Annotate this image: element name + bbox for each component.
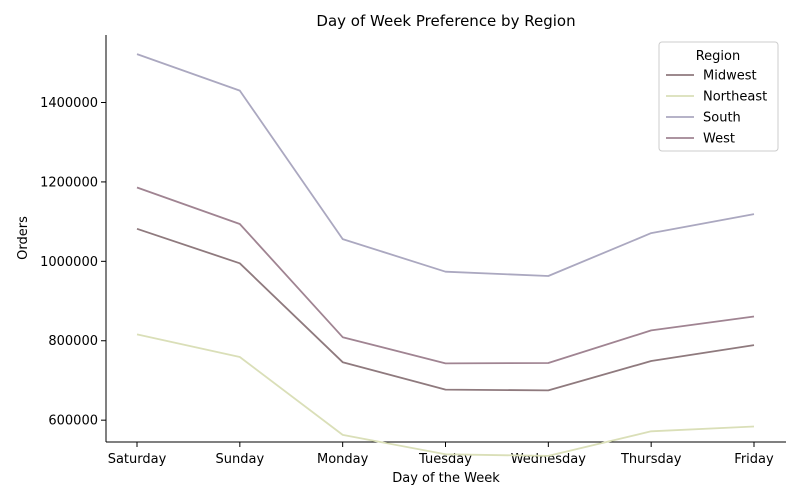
legend-entries: Midwest Northeast South West xyxy=(666,69,767,147)
x-ticks: Saturday Sunday Monday Tuesday Wednesday Thur… xyxy=(108,442,774,467)
y-tick-label: 1400000 xyxy=(40,96,98,111)
y-axis-title: Orders xyxy=(16,216,31,260)
series-line-midwest xyxy=(136,227,755,392)
y-tick-label: 600000 xyxy=(48,414,98,429)
legend-label: West xyxy=(703,132,735,147)
legend-entry-northeast: Northeast xyxy=(666,90,767,105)
legend-title: Region xyxy=(696,49,741,64)
y-ticks: 600000 800000 1000000 1200000 1400000 xyxy=(40,96,106,429)
x-tick-label: Wednesday xyxy=(511,452,587,467)
legend-entry-west: West xyxy=(666,132,735,147)
legend: Region Midwest Northeast South West xyxy=(658,41,779,152)
series-line-west xyxy=(136,186,755,365)
x-tick-label: Saturday xyxy=(108,452,167,467)
series-line-south xyxy=(136,53,755,277)
legend-entry-south: South xyxy=(666,111,741,126)
y-tick-label: 1200000 xyxy=(40,175,98,190)
x-tick-label: Friday xyxy=(734,452,774,467)
y-tick-label: 1000000 xyxy=(40,255,98,270)
legend-entry-midwest: Midwest xyxy=(666,69,757,84)
legend-label: South xyxy=(703,111,741,126)
chart-title: Day of Week Preference by Region xyxy=(316,12,575,30)
series-lines xyxy=(136,53,755,457)
legend-label: Northeast xyxy=(703,90,767,105)
series-line-northeast xyxy=(136,333,755,457)
x-tick-label: Thursday xyxy=(620,452,682,467)
plot-area: 600000 800000 1000000 1200000 1400000 Saturd… xyxy=(40,35,786,467)
y-tick-label: 800000 xyxy=(48,334,98,349)
x-tick-label: Monday xyxy=(317,452,369,467)
x-tick-label: Sunday xyxy=(216,452,265,467)
legend-box xyxy=(658,41,779,152)
legend-label: Midwest xyxy=(703,69,757,84)
x-axis-title: Day of the Week xyxy=(392,471,500,486)
x-tick-label: Tuesday xyxy=(418,452,472,467)
